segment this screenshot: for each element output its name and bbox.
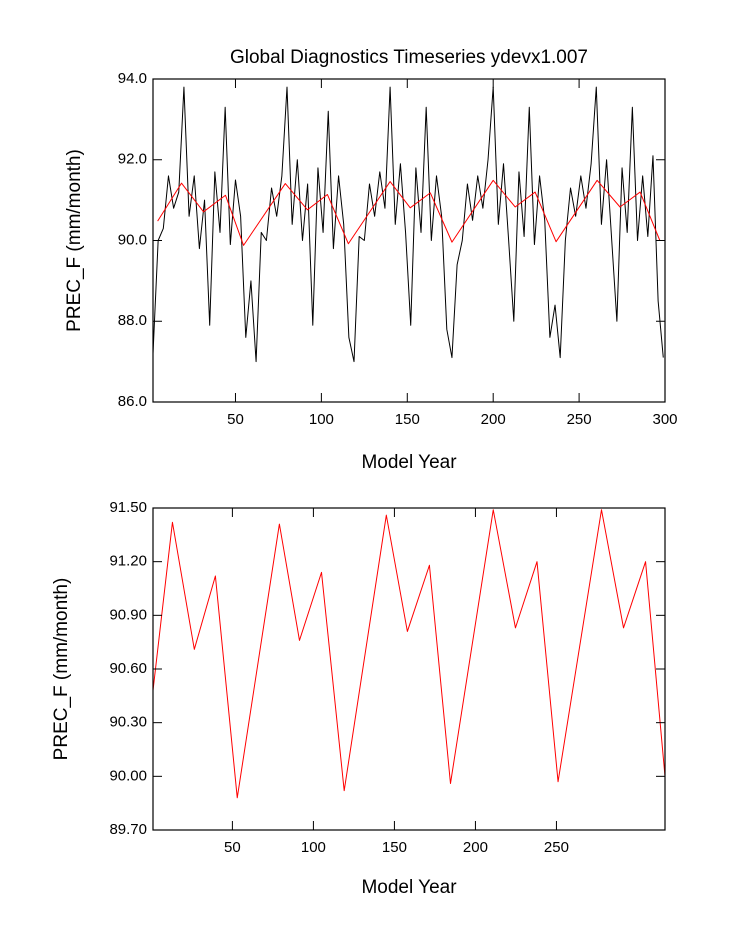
y-tick-label: 90.00	[109, 767, 147, 784]
y-tick-label: 92.0	[118, 151, 147, 168]
x-axis-title: Model Year	[361, 452, 457, 473]
x-tick-label: 50	[227, 411, 244, 428]
x-axis-title: Model Year	[361, 877, 457, 898]
chart-title: Global Diagnostics Timeseries ydevx1.007	[230, 47, 588, 68]
x-tick-label: 200	[463, 839, 488, 856]
data-line	[152, 86, 664, 363]
x-tick-label: 150	[395, 411, 420, 428]
y-tick-label: 90.60	[109, 660, 147, 677]
x-tick-label: 100	[309, 411, 334, 428]
y-axis-title: PREC_F (mm/month)	[64, 149, 85, 332]
y-axis-title: PREC_F (mm/month)	[51, 578, 72, 761]
y-tick-label: 91.20	[109, 553, 147, 570]
x-tick-label: 100	[301, 839, 326, 856]
x-tick-label: 300	[652, 411, 677, 428]
y-tick-label: 86.0	[118, 393, 147, 410]
x-tick-label: 250	[567, 411, 592, 428]
y-tick-label: 88.0	[118, 312, 147, 329]
data-line	[157, 179, 661, 246]
y-tick-label: 91.50	[109, 499, 147, 516]
x-tick-label: 50	[224, 839, 241, 856]
y-tick-label: 90.0	[118, 231, 147, 248]
data-line	[152, 509, 666, 799]
y-tick-label: 90.30	[109, 714, 147, 731]
x-tick-label: 200	[481, 411, 506, 428]
y-tick-label: 90.90	[109, 606, 147, 623]
plot-frame	[152, 507, 666, 831]
x-tick-label: 250	[544, 839, 569, 856]
y-tick-label: 89.70	[109, 821, 147, 838]
x-tick-label: 150	[382, 839, 407, 856]
y-tick-label: 94.0	[118, 70, 147, 87]
